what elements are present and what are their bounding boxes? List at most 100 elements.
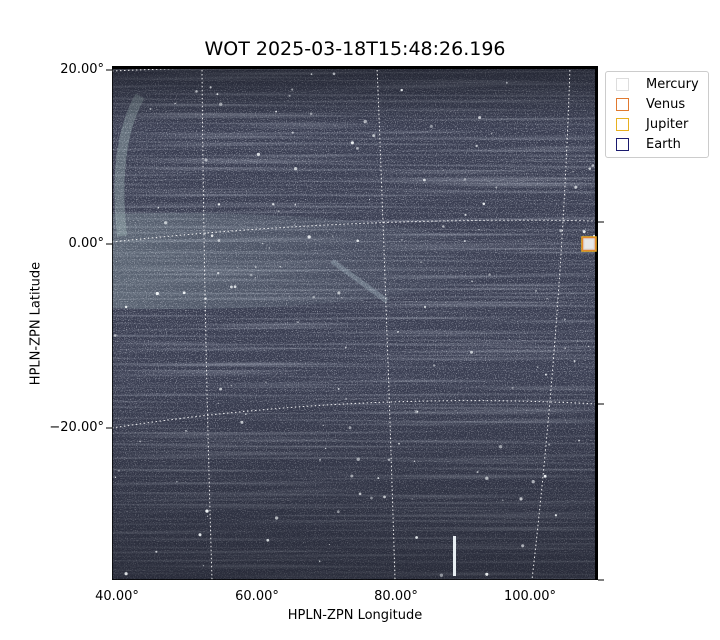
star [372, 134, 376, 138]
star [476, 470, 479, 474]
grid-longitude-100 [531, 66, 571, 580]
legend-swatch-jupiter [616, 117, 629, 131]
star [204, 232, 206, 234]
star [439, 573, 444, 577]
star [265, 381, 267, 383]
star [578, 439, 580, 442]
star [559, 229, 563, 233]
star [244, 413, 247, 416]
star [233, 285, 237, 289]
star [463, 240, 466, 243]
legend-label-earth: Earth [646, 136, 681, 152]
star [501, 118, 503, 119]
star [175, 480, 178, 483]
star [478, 229, 480, 231]
x-axis-label: HPLN-ZPN Longitude [287, 608, 423, 623]
star [548, 443, 551, 446]
body-markers [581, 236, 597, 252]
star [174, 102, 176, 105]
star [416, 411, 419, 413]
star [511, 386, 514, 390]
star [535, 289, 537, 292]
star [184, 309, 186, 311]
star [358, 492, 362, 496]
legend-item-mercury: Mercury [616, 75, 699, 93]
star [411, 498, 413, 500]
ytick-label-20: 20.00° [60, 62, 104, 77]
star [582, 230, 586, 234]
star [204, 158, 208, 162]
star [303, 542, 305, 544]
star-field [113, 72, 596, 577]
legend-swatch-earth [616, 137, 629, 151]
star [521, 544, 525, 548]
star [356, 239, 360, 243]
legend-label-venus: Venus [646, 96, 686, 112]
star [336, 510, 340, 514]
grid-longitude-60 [201, 66, 213, 580]
star [291, 131, 294, 134]
star [275, 110, 278, 113]
star [488, 273, 491, 276]
star [519, 497, 523, 501]
star [240, 420, 244, 424]
star [205, 509, 209, 513]
star [505, 81, 508, 84]
star [312, 295, 316, 299]
star [217, 239, 221, 242]
star [261, 242, 264, 245]
star [236, 266, 239, 269]
star [399, 480, 400, 482]
ytick-label-minus20: −20.00° [49, 420, 104, 435]
star [217, 203, 221, 206]
top-edge [112, 66, 598, 69]
star [470, 350, 473, 354]
star [310, 73, 313, 75]
star [588, 167, 592, 171]
star [490, 132, 493, 135]
star [198, 533, 202, 537]
star [432, 364, 436, 367]
star [377, 477, 380, 480]
star [256, 152, 261, 157]
star [328, 544, 331, 546]
star [400, 88, 403, 92]
star [442, 225, 445, 228]
xtick-label-80: 80.00° [374, 589, 418, 604]
star [155, 550, 158, 553]
star [340, 296, 343, 299]
star [350, 474, 354, 478]
legend-swatch-mercury [616, 77, 629, 91]
legend-label-jupiter: Jupiter [646, 116, 689, 132]
star [157, 206, 160, 209]
star [531, 480, 535, 484]
star [319, 459, 321, 461]
star [254, 277, 257, 279]
star [386, 400, 388, 401]
star [325, 447, 327, 450]
legend-swatch-venus [616, 97, 629, 111]
star [279, 266, 281, 268]
star [463, 178, 467, 181]
star [113, 334, 117, 337]
star [293, 224, 295, 226]
star [350, 141, 354, 145]
star [455, 543, 457, 545]
star [309, 112, 313, 116]
star [307, 235, 311, 239]
xtick-label-100: 100.00° [504, 589, 556, 604]
star [149, 107, 152, 110]
star [345, 519, 347, 520]
star [288, 295, 290, 297]
star [272, 203, 275, 206]
star [501, 499, 504, 502]
xtick-label-40: 40.00° [95, 589, 139, 604]
star [370, 496, 373, 500]
star [195, 90, 198, 93]
star [478, 116, 482, 120]
star [543, 474, 547, 478]
star [217, 272, 220, 275]
star [564, 347, 566, 349]
star [277, 210, 280, 213]
star [266, 538, 270, 542]
